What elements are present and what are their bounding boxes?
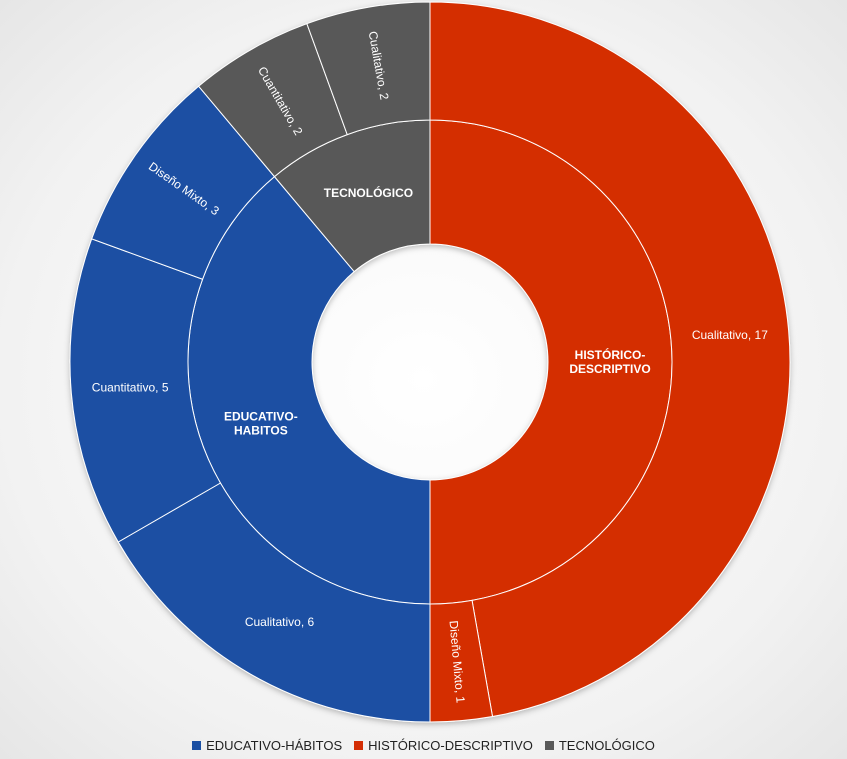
legend: EDUCATIVO-HÁBITOS HISTÓRICO-DESCRIPTIVO … [0,735,847,755]
category-label-line: EDUCATIVO- [224,410,298,424]
legend-item-historico: HISTÓRICO-DESCRIPTIVO [354,738,533,753]
outer-segment-historico-descriptivo-cualitativo [429,1,791,718]
category-label-educativo-habitos: EDUCATIVO-HABITOS [224,410,298,438]
category-label-line: HABITOS [234,424,288,438]
category-label-line: DESCRIPTIVO [569,362,650,376]
legend-swatch-educativo [192,740,202,750]
legend-label-tecnologico: TECNOLÓGICO [558,737,655,753]
data-label-historico-descriptivo-cualitativo: Cualitativo, 17 [692,328,768,342]
legend-label-educativo: EDUCATIVO-HÁBITOS [206,737,343,753]
outer-segment-tecnologico-cualitativo [306,1,431,136]
category-label-historico-descriptivo: HISTÓRICO-DESCRIPTIVO [569,347,650,376]
legend-label-historico: HISTÓRICO-DESCRIPTIVO [368,737,533,753]
data-label-educativo-habitos-cuantitativo: Cuantitativo, 5 [92,380,169,394]
legend-swatch-historico [354,740,364,750]
category-label-line: HISTÓRICO- [575,347,646,362]
legend-item-educativo: EDUCATIVO-HÁBITOS [192,738,342,753]
category-label-tecnologico: TECNOLÓGICO [324,185,413,200]
category-label-line: TECNOLÓGICO [324,185,413,200]
legend-swatch-tecnologico [544,740,554,750]
data-label-educativo-habitos-cualitativo: Cualitativo, 6 [245,615,315,629]
legend-item-tecnologico: TECNOLÓGICO [544,737,655,753]
sunburst-rings [69,1,791,723]
